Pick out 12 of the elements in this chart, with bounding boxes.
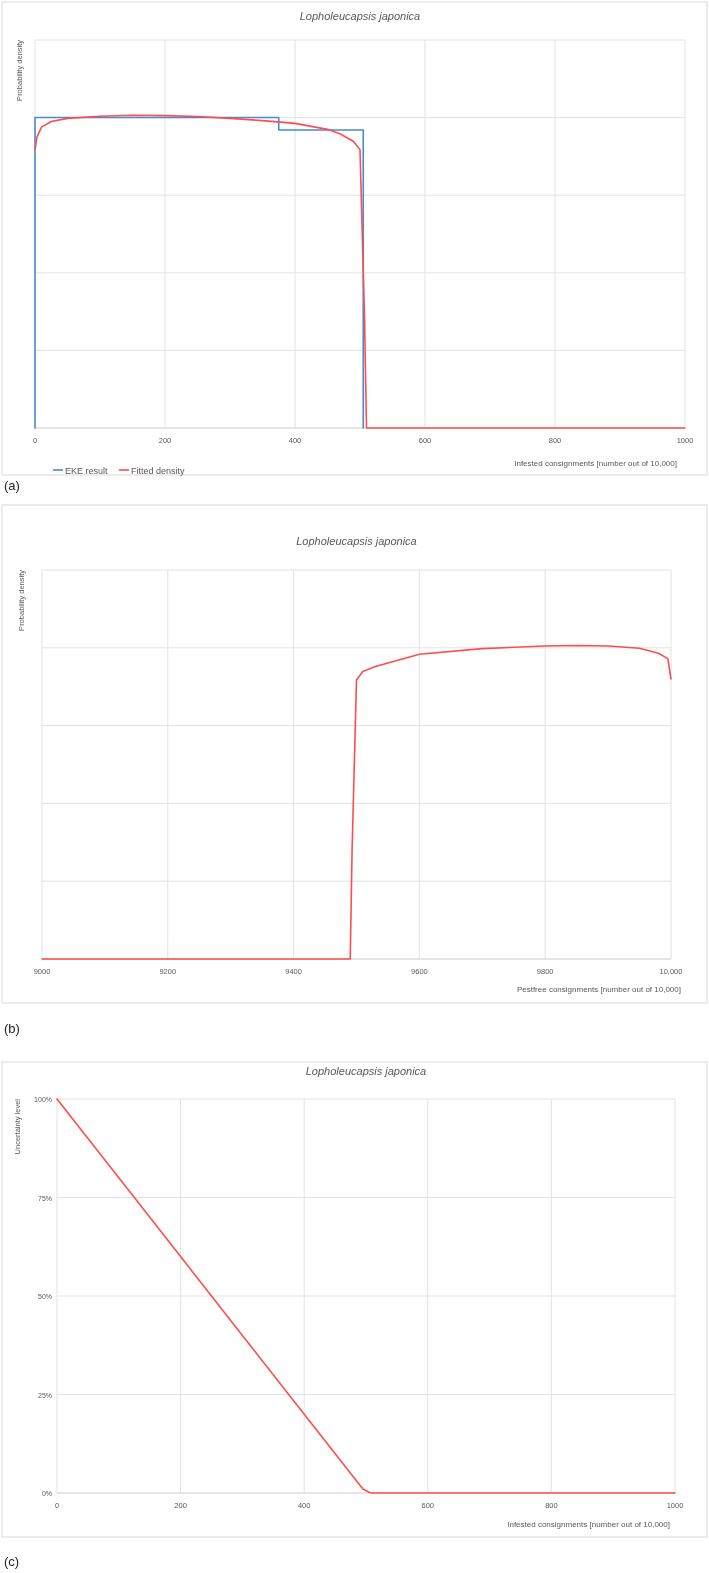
x-axis-title: Infested consignments [number out of 10,000] [514,459,677,468]
text: (a) [4,478,20,493]
chart-title: Lopholeucapsis japonica [296,535,417,547]
x-axis-title: Infested consignments [number out of 10,000] [507,1520,670,1529]
line-series [56,1098,676,1494]
chart-title: Lopholeucapsis japonica [299,10,421,22]
text: (b) [4,1021,20,1036]
text: (c) [4,1554,20,1569]
chart-title: Lopholeucapsis japonica [305,1065,427,1077]
x-axis-title: Pestfree consignments [number out of 10,000] [516,985,681,994]
legend-label: EKE result [65,465,109,476]
legend-label: Fitted density [131,465,186,476]
